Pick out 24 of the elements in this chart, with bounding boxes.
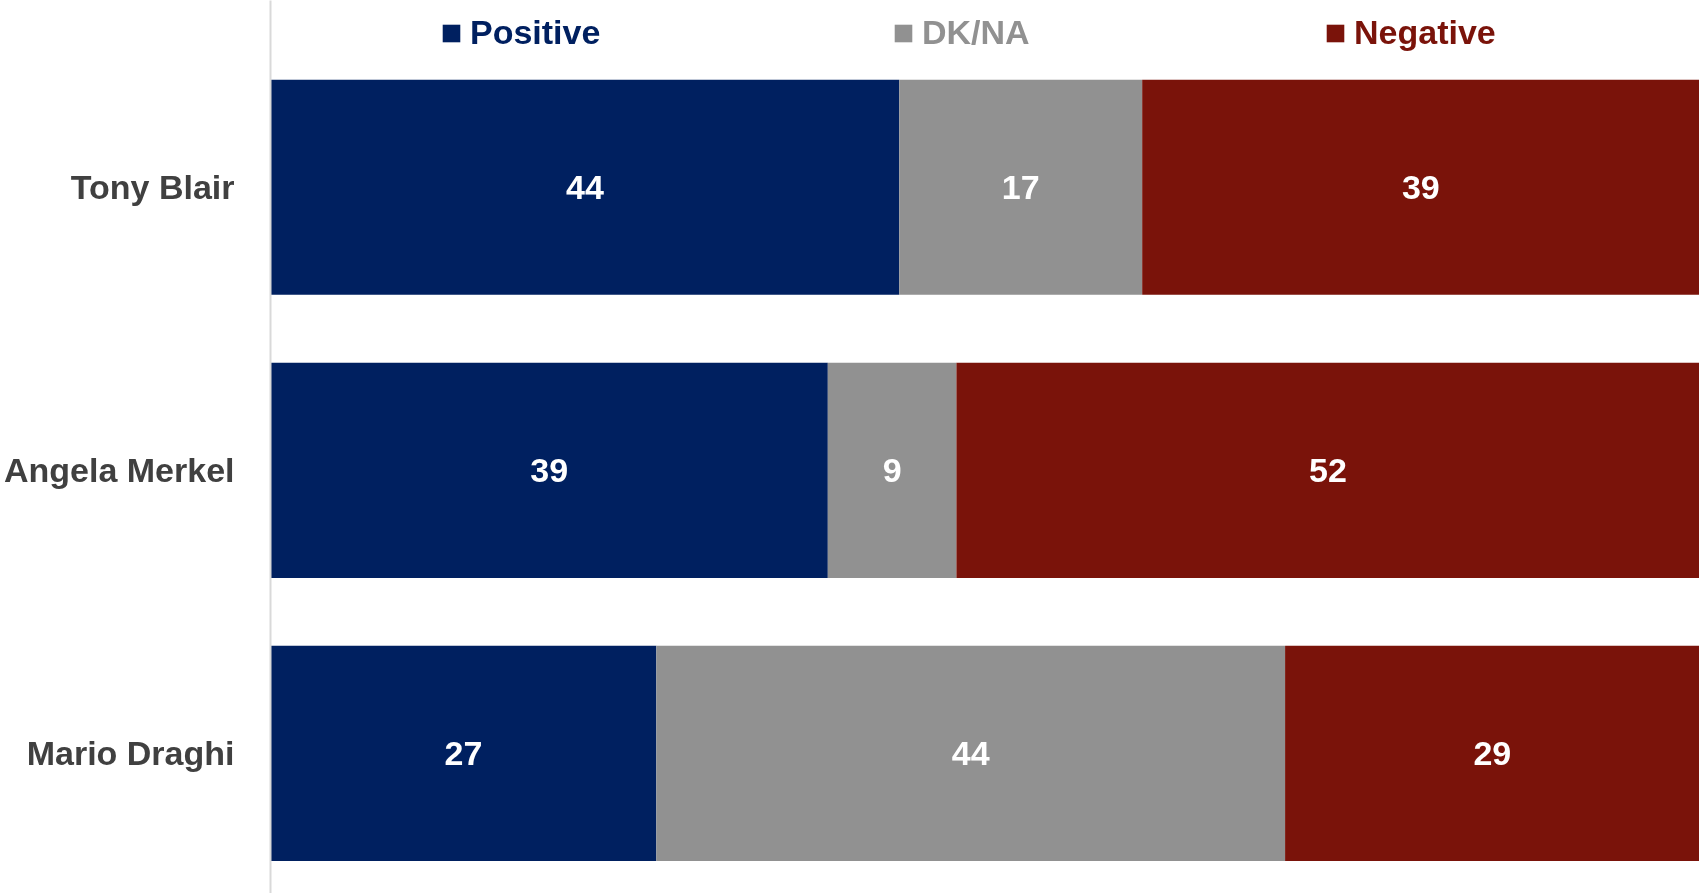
data-label: 44 xyxy=(951,733,990,772)
data-label: 39 xyxy=(1401,167,1440,206)
bar xyxy=(827,362,957,578)
bar xyxy=(270,79,900,295)
data-label: 27 xyxy=(444,733,483,772)
legend-label: Negative xyxy=(1354,13,1496,52)
data-label: 52 xyxy=(1309,450,1347,489)
legend-label: DK/NA xyxy=(922,13,1030,52)
bar xyxy=(956,362,1699,578)
y-tick-label: Tony Blair xyxy=(70,168,235,207)
bar xyxy=(1142,79,1699,295)
bar xyxy=(270,362,828,578)
y-tick-label: Angela Merkel xyxy=(3,451,235,490)
data-label: 29 xyxy=(1473,733,1512,772)
data-label: 9 xyxy=(882,450,902,489)
bar xyxy=(270,645,657,861)
data-label: 44 xyxy=(565,167,604,206)
legend-label: Positive xyxy=(470,13,601,52)
bar xyxy=(899,79,1143,295)
y-tick-label: Mario Draghi xyxy=(26,734,235,773)
data-label: 17 xyxy=(1001,167,1040,206)
data-label: 39 xyxy=(530,450,569,489)
bar xyxy=(656,645,1286,861)
bar xyxy=(1285,645,1699,861)
